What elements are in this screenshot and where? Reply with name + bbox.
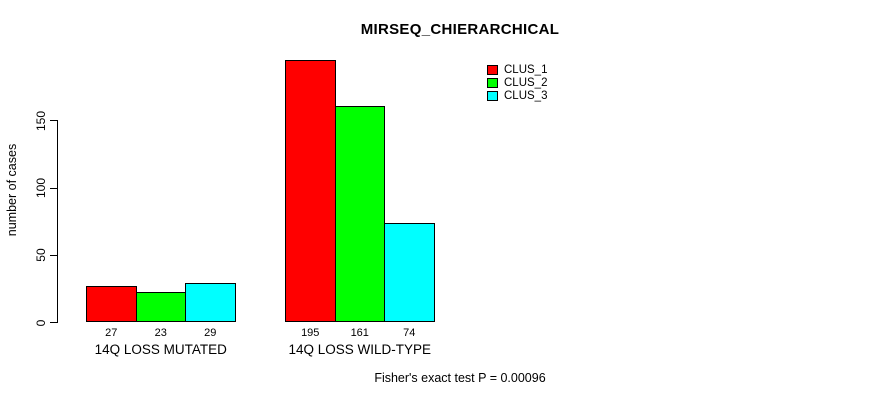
- category-label: 14Q LOSS MUTATED: [94, 342, 227, 357]
- bar-value-label: 161: [350, 326, 369, 339]
- bar: [185, 283, 236, 323]
- bar: [86, 286, 137, 323]
- legend-label: CLUS_2: [504, 76, 548, 89]
- bar: [135, 291, 186, 323]
- legend-swatch: [487, 90, 498, 102]
- y-axis-label: number of cases: [5, 143, 19, 237]
- legend-label: CLUS_3: [504, 89, 548, 102]
- y-tick-label: 0: [34, 319, 48, 326]
- legend-item: CLUS_2: [487, 76, 577, 91]
- annotation-text: Fisher's exact test P = 0.00096: [374, 371, 546, 385]
- bar-value-label: 23: [154, 326, 167, 339]
- legend-swatch: [487, 77, 498, 89]
- category-label: 14Q LOSS WILD-TYPE: [288, 342, 432, 357]
- legend-item: CLUS_1: [487, 63, 577, 78]
- legend-item: CLUS_3: [487, 89, 577, 104]
- y-tick-mark: [50, 187, 58, 189]
- bar-value-label: 27: [105, 326, 118, 339]
- y-tick-label: 150: [34, 110, 48, 131]
- y-tick-mark: [50, 254, 58, 256]
- bar-value-label: 29: [204, 326, 217, 339]
- bar-value-label: 195: [301, 326, 320, 339]
- y-tick-label: 50: [34, 248, 48, 262]
- legend-swatch: [487, 64, 498, 75]
- chart-title: MIRSEQ_CHIERARCHICAL: [360, 21, 560, 38]
- legend-label: CLUS_1: [504, 63, 548, 76]
- bar-value-label: 74: [403, 326, 416, 339]
- y-tick-mark: [50, 120, 58, 122]
- bar: [384, 222, 435, 323]
- y-axis-line: [57, 120, 58, 323]
- bar: [285, 60, 336, 323]
- bar: [334, 105, 385, 323]
- y-tick-mark: [50, 322, 58, 323]
- y-tick-label: 100: [34, 177, 48, 199]
